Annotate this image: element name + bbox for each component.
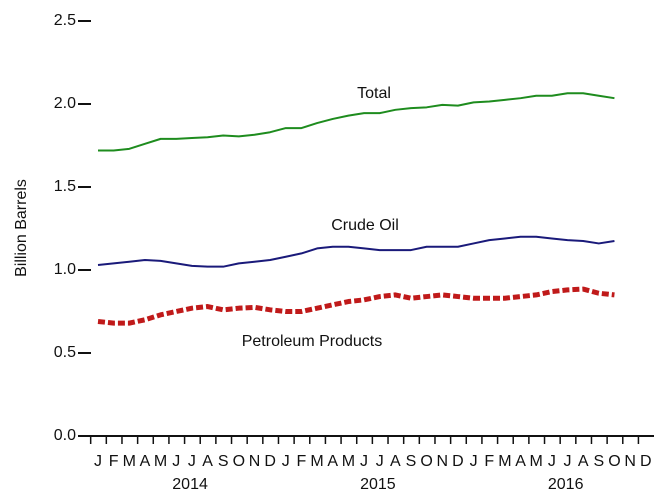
x-tick-label: J — [94, 453, 102, 470]
x-tick-label: D — [640, 453, 652, 470]
x-tick-label: F — [484, 453, 494, 470]
x-tick-label: M — [342, 453, 355, 470]
y-tick-label: 1.0 — [54, 261, 76, 278]
x-tick-label: J — [376, 453, 384, 470]
x-tick-label: M — [498, 453, 511, 470]
x-tick-label: A — [578, 453, 589, 470]
line-series — [97, 286, 615, 326]
x-tick-label: D — [452, 453, 464, 470]
x-tick-label: J — [282, 453, 290, 470]
x-tick-label: O — [233, 453, 245, 470]
year-label: 2015 — [360, 476, 396, 493]
y-tick-label: 2.0 — [54, 95, 76, 112]
line-series — [97, 235, 615, 268]
x-tick-label: F — [109, 453, 119, 470]
x-tick-label: N — [437, 453, 449, 470]
x-tick-label: A — [390, 453, 401, 470]
y-axis-label: Billion Barrels — [13, 179, 30, 277]
x-tick-label: A — [327, 453, 338, 470]
x-tick-label: M — [154, 453, 167, 470]
x-tick-label: S — [593, 453, 604, 470]
x-tick-label: M — [310, 453, 323, 470]
x-tick-label: J — [548, 453, 556, 470]
year-label: 2016 — [548, 476, 584, 493]
x-tick-label: M — [123, 453, 136, 470]
x-tick-label: A — [202, 453, 213, 470]
x-tick-label: F — [297, 453, 307, 470]
y-tick-label: 1.5 — [54, 178, 76, 195]
y-tick-label: 2.5 — [54, 12, 76, 29]
annotation: Petroleum Products — [242, 333, 383, 350]
x-tick-label: J — [564, 453, 572, 470]
x-tick-label: M — [530, 453, 543, 470]
year-label: 2014 — [172, 476, 208, 493]
annotation: Total — [357, 85, 391, 102]
x-tick-label: J — [172, 453, 180, 470]
x-tick-label: J — [188, 453, 196, 470]
x-tick-label: S — [218, 453, 229, 470]
y-tick-label: 0.5 — [54, 344, 76, 361]
x-tick-label: D — [264, 453, 276, 470]
x-tick-label: N — [624, 453, 636, 470]
x-tick-label: S — [406, 453, 417, 470]
x-tick-label: N — [249, 453, 261, 470]
x-tick-label: O — [420, 453, 432, 470]
annotation: Crude Oil — [331, 217, 399, 234]
x-tick-label: J — [360, 453, 368, 470]
x-tick-label: A — [515, 453, 526, 470]
line-series — [98, 92, 615, 152]
x-tick-label: A — [140, 453, 151, 470]
x-tick-label: J — [470, 453, 478, 470]
y-tick-label: 0.0 — [54, 427, 76, 444]
x-tick-label: O — [608, 453, 620, 470]
